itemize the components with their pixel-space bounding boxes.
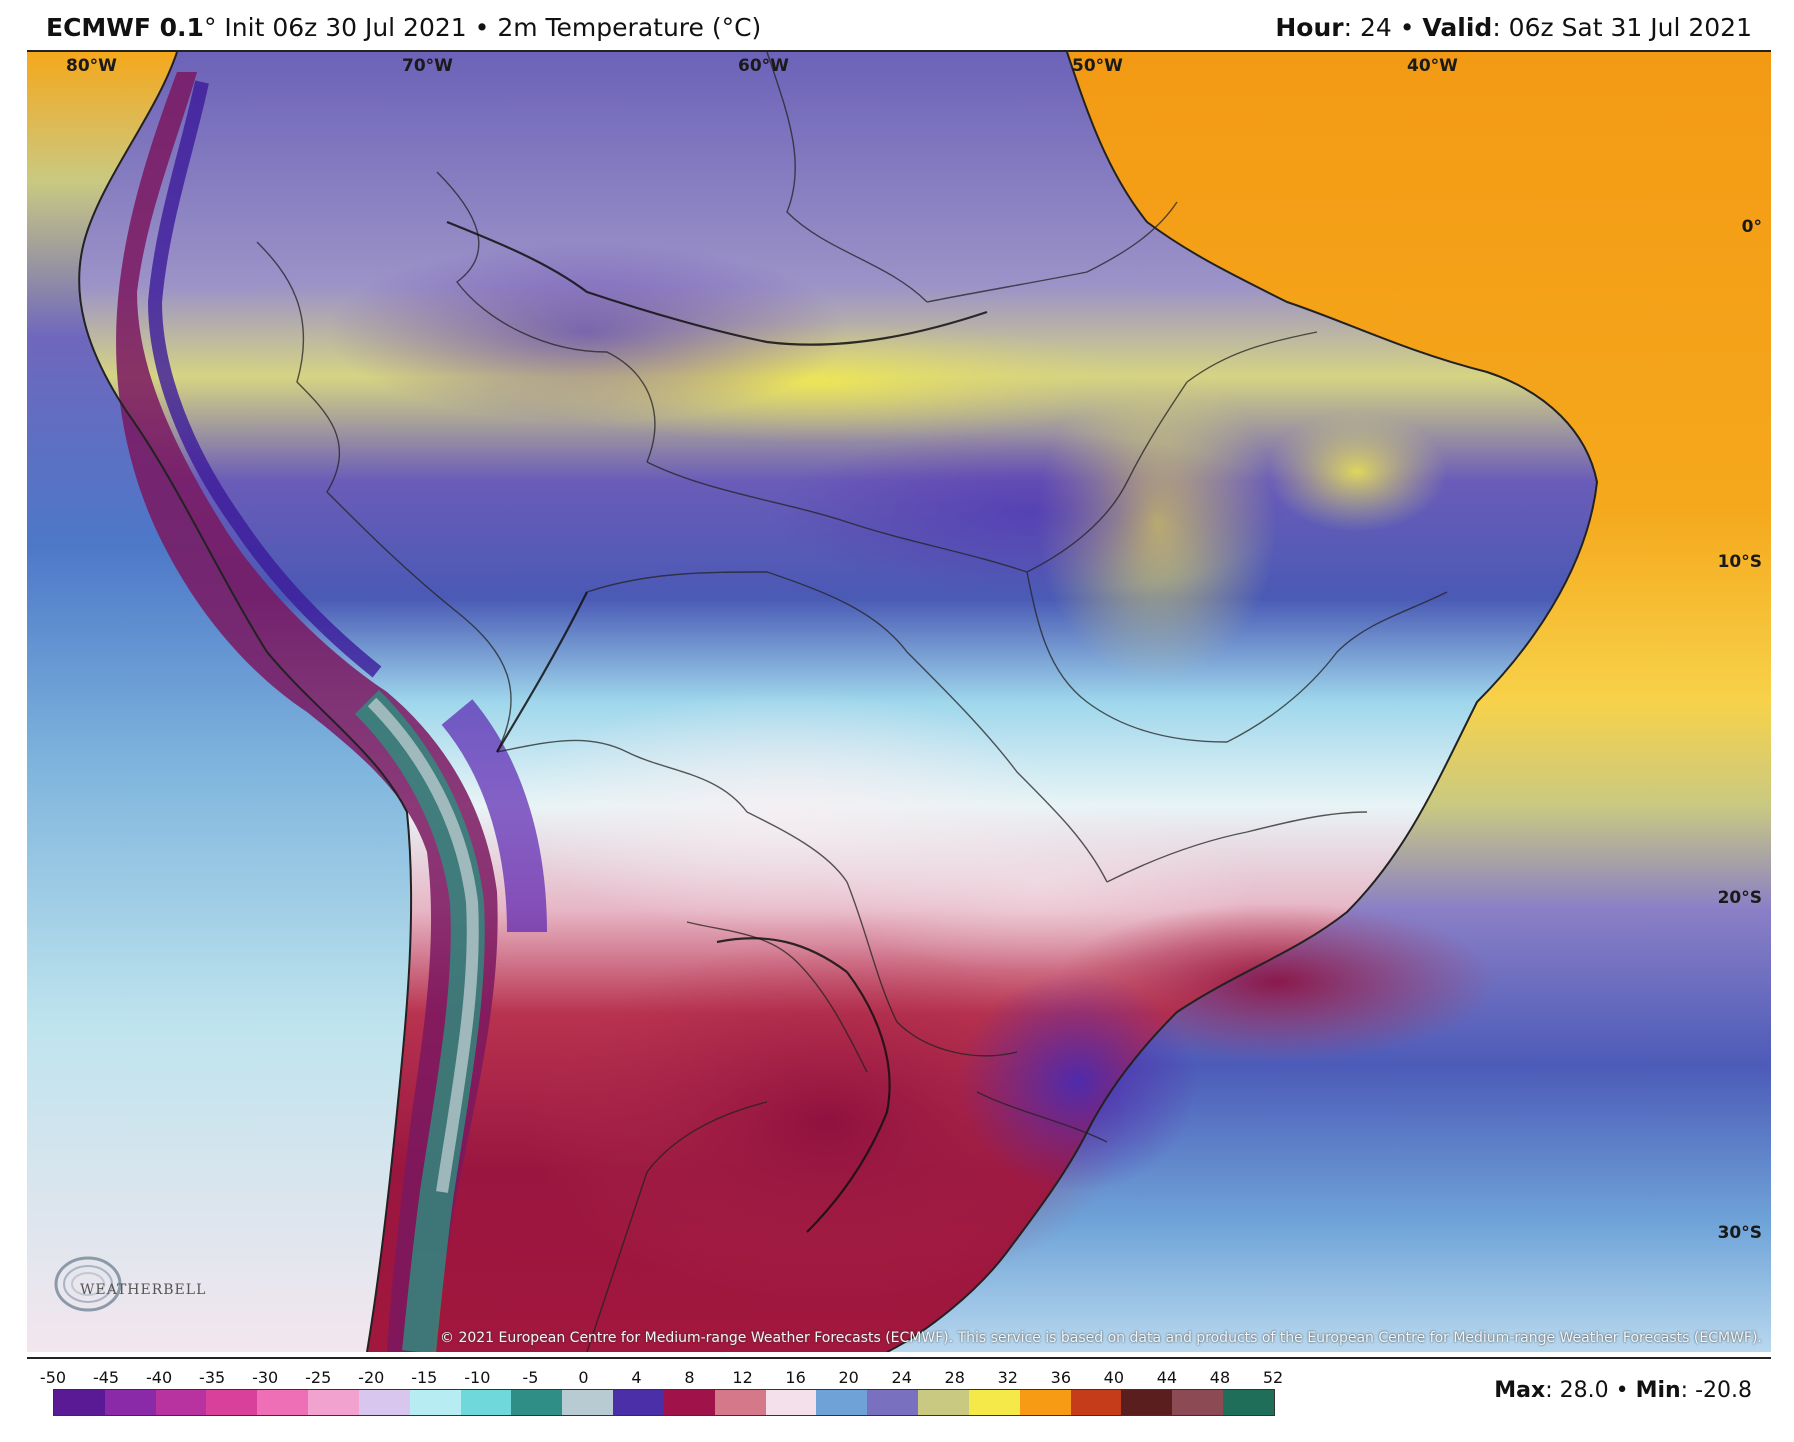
temperature-map [27, 50, 1771, 1352]
colorbar-segment [511, 1390, 563, 1415]
colorbar-tick-label: 36 [1050, 1368, 1071, 1387]
max-value: : 28.0 • [1545, 1378, 1636, 1403]
colorbar-segment [1172, 1390, 1224, 1415]
colorbar-tick-label: 8 [684, 1368, 695, 1387]
hour-value: : 24 • [1343, 13, 1423, 42]
colorbar-tick-label: 40 [1103, 1368, 1125, 1387]
weatherbell-logo [54, 1256, 122, 1312]
colorbar-segment [460, 1390, 512, 1415]
colorbar-tick-label: 12 [732, 1368, 753, 1387]
colorbar-segment [308, 1390, 359, 1415]
min-value: : -20.8 [1680, 1378, 1752, 1403]
colorbar-segment [54, 1390, 105, 1415]
min-label: Min [1635, 1378, 1681, 1403]
copyright-notice: © 2021 European Centre for Medium-range … [440, 1330, 1762, 1346]
model-name: ECMWF 0.1 [46, 13, 204, 42]
valid-label: Valid [1422, 13, 1493, 42]
colorbar-segment [358, 1390, 410, 1415]
hour-label: Hour [1275, 13, 1344, 42]
colorbar-tick-label: 28 [944, 1368, 965, 1387]
colorbar-segment [257, 1390, 309, 1415]
colorbar-tick-label: 24 [891, 1368, 912, 1387]
lon-label-60w: 60°W [738, 56, 789, 76]
colorbar-tick-label: 4 [631, 1368, 642, 1387]
colorbar-tick-label: 32 [997, 1368, 1018, 1387]
colorbar-tick-label: -40 [146, 1368, 173, 1387]
colorbar-tick-label: -5 [522, 1368, 539, 1387]
colorbar-segment [968, 1390, 1020, 1415]
colorbar-segment [613, 1390, 664, 1415]
colorbar-segment [155, 1390, 207, 1415]
lon-label-70w: 70°W [402, 56, 453, 76]
colorbar-tick-label: 16 [785, 1368, 806, 1387]
colorbar-segment [714, 1390, 766, 1415]
colorbar-segment [867, 1390, 919, 1415]
colorbar-tick-label: 52 [1262, 1368, 1284, 1387]
lat-label-20s: 20°S [1717, 888, 1762, 908]
colorbar-tick-label: -35 [199, 1368, 226, 1387]
max-label: Max [1494, 1378, 1546, 1403]
lon-label-80w: 80°W [66, 56, 117, 76]
colorbar-ticks: -50 -45 -40 -35 -30 -25 -20 -15 -10 -5 0 4 8 12 16 20 24… [40, 1368, 1283, 1390]
colorbar-tick-label: 48 [1209, 1368, 1231, 1387]
colorbar-segment [206, 1390, 258, 1415]
colorbar-tick-label: 20 [838, 1368, 859, 1387]
legend-divider [27, 1357, 1771, 1359]
colorbar-segment [1121, 1390, 1173, 1415]
header-title: ECMWF 0.1° Init 06z 30 Jul 2021 • 2m Tem… [46, 13, 761, 42]
lon-label-40w: 40°W [1407, 56, 1458, 76]
colorbar-tick-label: 0 [578, 1368, 589, 1387]
colorbar-segment [562, 1390, 614, 1415]
max-min-readout: Max: 28.0 • Min: -20.8 [1494, 1378, 1752, 1403]
colorbar-segment [918, 1390, 969, 1415]
lon-label-50w: 50°W [1072, 56, 1123, 76]
init-text: Init 06z 30 Jul 2021 • 2m Temperature (°… [216, 13, 762, 42]
colorbar-tick-label: -50 [39, 1368, 67, 1387]
colorbar-segment [765, 1390, 817, 1415]
colorbar-tick-label: -30 [252, 1368, 279, 1387]
colorbar-segment [409, 1390, 461, 1415]
colorbar-segment [663, 1390, 715, 1415]
colorbar-tick-label: -45 [92, 1368, 120, 1387]
degree-mark: ° [203, 13, 217, 42]
colorbar-tick-label: -10 [464, 1368, 491, 1387]
lat-label-10s: 10°S [1717, 552, 1762, 572]
temperature-map-canvas [27, 52, 1771, 1352]
lat-label-30s: 30°S [1717, 1223, 1762, 1243]
colorbar-segment [1070, 1390, 1122, 1415]
colorbar-tick-label: 44 [1156, 1368, 1178, 1387]
weatherbell-logo-text: WEATHERBELL [80, 1282, 207, 1298]
colorbar-segment [816, 1390, 868, 1415]
header-valid-time: Hour: 24 • Valid: 06z Sat 31 Jul 2021 [1275, 13, 1752, 42]
lat-label-0: 0° [1741, 217, 1762, 237]
colorbar-segment [1019, 1390, 1071, 1415]
map-header: ECMWF 0.1° Init 06z 30 Jul 2021 • 2m Tem… [0, 0, 1794, 50]
colorbar-segment [104, 1390, 156, 1415]
valid-value: : 06z Sat 31 Jul 2021 [1492, 13, 1752, 42]
temperature-colorbar [53, 1389, 1275, 1416]
colorbar-tick-label: -20 [358, 1368, 385, 1387]
colorbar-tick-label: -25 [305, 1368, 332, 1387]
colorbar-segment [1223, 1390, 1274, 1415]
colorbar-tick-label: -15 [411, 1368, 438, 1387]
